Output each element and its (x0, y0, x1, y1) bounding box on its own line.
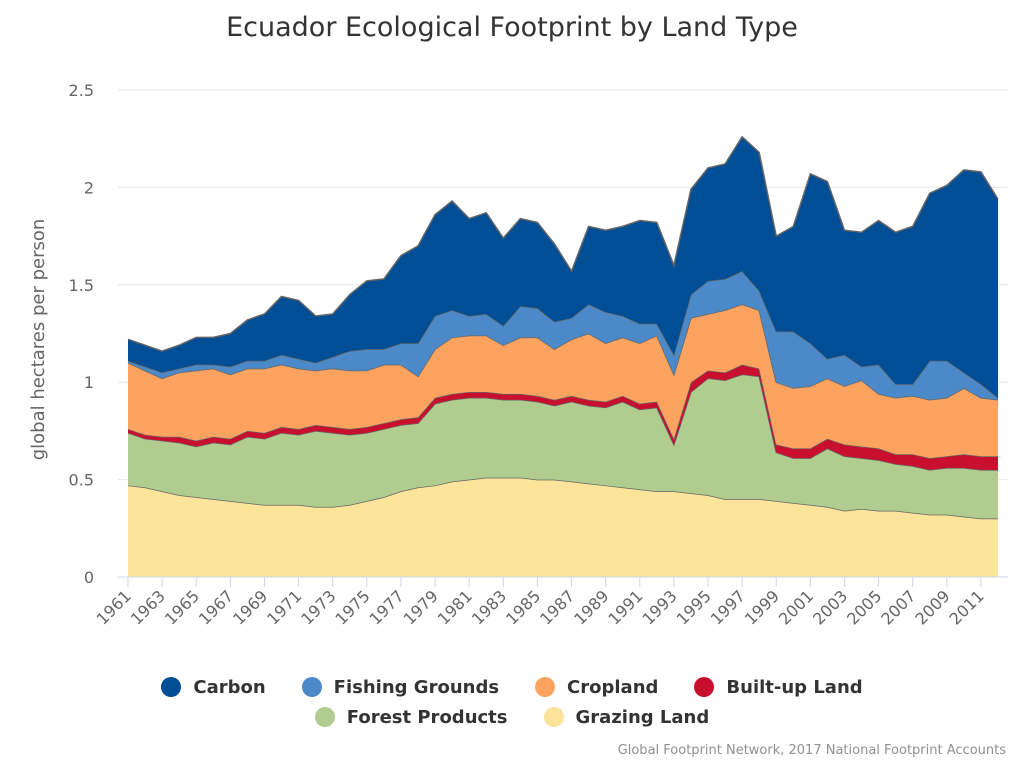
area-cropland[interactable] (128, 304, 998, 459)
credits-text[interactable]: Global Footprint Network, 2017 National … (617, 743, 1006, 758)
legend-item-carbon[interactable]: Carbon (161, 672, 266, 702)
x-tick-label: 1983 (468, 586, 510, 628)
x-tick-label: 2001 (775, 586, 817, 628)
legend-swatch (301, 677, 322, 697)
y-tick-label: 2 (84, 178, 94, 197)
x-tick-label: 1971 (263, 586, 305, 628)
y-tick-label: 1.5 (69, 276, 94, 295)
x-tick-label: 2005 (843, 586, 885, 628)
x-tick-label: 1995 (673, 586, 715, 628)
x-tick-label: 1997 (707, 586, 749, 628)
x-tick-label: 1963 (127, 586, 169, 628)
area-forest-products[interactable] (128, 374, 998, 519)
x-tick-label: 1989 (570, 586, 612, 628)
legend: Carbon Fishing Grounds Cropland Built-up La… (0, 672, 1024, 732)
area-built-up-land[interactable] (128, 364, 998, 470)
x-tick-label: 1999 (741, 586, 783, 628)
x-tick-label: 1991 (604, 586, 646, 628)
y-tick-label: 0 (84, 568, 94, 587)
legend-item-grazing-land[interactable]: Grazing Land (543, 702, 710, 732)
area-series (127, 135, 999, 577)
x-tick-label: 2007 (877, 586, 919, 628)
x-tick-label: 1967 (195, 586, 237, 628)
legend-swatch (694, 677, 715, 697)
legend-item-cropland[interactable]: Cropland (535, 672, 658, 702)
x-tick-label: 2011 (946, 586, 988, 628)
x-tick-label: 1965 (161, 586, 203, 628)
x-tick-label: 1985 (502, 586, 544, 628)
legend-label: Carbon (193, 676, 266, 698)
x-tick-label: 1993 (638, 586, 680, 628)
x-tick-label: 1987 (536, 586, 578, 628)
legend-item-built-up-land[interactable]: Built-up Land (694, 672, 863, 702)
legend-item-forest-products[interactable]: Forest Products (314, 702, 508, 732)
area-grazing-land[interactable] (128, 477, 998, 577)
legend-item-fishing-grounds[interactable]: Fishing Grounds (301, 672, 500, 702)
chart-title: Ecuador Ecological Footprint by Land Typ… (226, 12, 798, 43)
x-tick-label: 1977 (366, 586, 408, 628)
x-tick-label: 2003 (809, 586, 851, 628)
x-tick-label: 1975 (331, 586, 373, 628)
legend-label: Forest Products (346, 706, 508, 728)
legend-swatch (314, 707, 335, 727)
legend-row: Forest Products Grazing Land (0, 702, 1024, 732)
x-tick-label: 2009 (911, 586, 953, 628)
legend-label: Built-up Land (726, 676, 863, 698)
y-tick-label: 1 (84, 373, 94, 392)
legend-label: Fishing Grounds (333, 676, 500, 698)
legend-label: Cropland (567, 676, 659, 698)
series-line-carbon (127, 135, 999, 352)
y-tick-label: 2.5 (69, 81, 94, 100)
area-carbon[interactable] (128, 136, 998, 398)
legend-swatch (535, 677, 556, 697)
legend-label: Grazing Land (575, 706, 710, 728)
y-tick-label: 0.5 (69, 471, 94, 490)
x-tick-label: 1973 (297, 586, 339, 628)
x-tick-label: 1961 (93, 586, 135, 628)
legend-swatch (543, 707, 564, 727)
legend-swatch (161, 677, 182, 697)
y-axis-title: global hectares per person (28, 219, 49, 461)
legend-row: Carbon Fishing Grounds Cropland Built-up La… (0, 672, 1024, 702)
x-tick-label: 1981 (434, 586, 476, 628)
x-tick-label: 1969 (229, 586, 271, 628)
x-tick-label: 1979 (400, 586, 442, 628)
area-fishing-grounds[interactable] (128, 271, 998, 400)
